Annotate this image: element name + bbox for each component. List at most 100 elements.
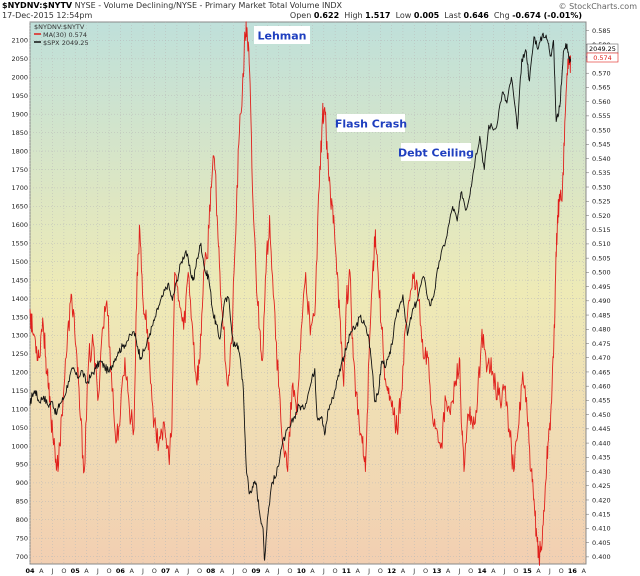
series-lines bbox=[29, 21, 572, 566]
right-tick-label: 0.545 bbox=[592, 141, 611, 149]
right-tick-label: 0.555 bbox=[592, 112, 611, 120]
x-tick-label: A bbox=[129, 567, 134, 575]
x-tick-label: J bbox=[367, 567, 370, 575]
x-tick-label: O bbox=[107, 567, 112, 575]
left-tick-label: 1400 bbox=[11, 295, 28, 303]
legend-spx: $SPX 2049.25 bbox=[43, 39, 89, 47]
price-label-spx-text: 2049.25 bbox=[589, 45, 616, 53]
right-tick-label: 0.400 bbox=[592, 553, 611, 561]
x-tick-label: A bbox=[582, 567, 587, 575]
right-tick-label: 0.480 bbox=[592, 326, 611, 334]
x-tick-label: 14 bbox=[478, 567, 488, 575]
x-tick-label: O bbox=[468, 567, 473, 575]
right-tick-label: 0.410 bbox=[592, 525, 611, 533]
legend: $NYDNV:$NYTV MA(30) 0.574 $SPX 2049.25 bbox=[34, 23, 89, 47]
right-tick-label: 0.455 bbox=[592, 397, 611, 405]
left-tick-label: 700 bbox=[16, 553, 28, 561]
x-tick-label: J bbox=[186, 567, 189, 575]
x-tick-label: O bbox=[333, 567, 338, 575]
x-tick-label: 08 bbox=[206, 567, 216, 575]
x-tick-label: 07 bbox=[161, 567, 170, 575]
right-tick-label: 0.495 bbox=[592, 283, 611, 291]
annotation-lehman: Lehman bbox=[254, 26, 310, 44]
price-label-ma: 0.574 bbox=[586, 52, 619, 63]
left-tick-label: 1600 bbox=[11, 221, 28, 229]
right-tick-label: 0.560 bbox=[592, 98, 611, 106]
x-tick-label: J bbox=[231, 567, 234, 575]
x-tick-label: J bbox=[457, 567, 460, 575]
price-label-ma-text: 0.574 bbox=[593, 54, 612, 62]
right-tick-label: 0.485 bbox=[592, 311, 611, 319]
right-tick-label: 0.475 bbox=[592, 340, 611, 348]
x-tick-label: J bbox=[96, 567, 99, 575]
left-tick-label: 1650 bbox=[11, 203, 28, 211]
x-tick-label: O bbox=[559, 567, 564, 575]
x-axis: 04 A J O 05 A J O 06 A J O 07 A J O 08 A J O 09 A J O 10 A J O 11 A J O… bbox=[25, 567, 586, 575]
right-tick-label: 0.530 bbox=[592, 183, 611, 191]
chart-header-line1: $NYDNV:$NYTV NYSE - Volume Declining/NYS… bbox=[2, 1, 342, 10]
right-tick-label: 0.525 bbox=[592, 198, 611, 206]
left-tick-label: 1550 bbox=[11, 240, 28, 248]
x-tick-label: J bbox=[503, 567, 506, 575]
right-tick-label: 0.460 bbox=[592, 382, 611, 390]
x-tick-label: A bbox=[355, 567, 360, 575]
right-tick-label: 0.585 bbox=[592, 27, 611, 35]
gridlines bbox=[29, 22, 586, 564]
left-axis: 700 750 800 850 900 950 1000 1050 1100 1150 1200 12… bbox=[11, 37, 28, 561]
x-tick-label: 16 bbox=[568, 567, 578, 575]
right-tick-label: 0.535 bbox=[592, 169, 611, 177]
x-tick-label: 06 bbox=[116, 567, 126, 575]
price-label-ma-box bbox=[586, 52, 619, 63]
x-tick-label: 12 bbox=[387, 567, 396, 575]
x-tick-label: A bbox=[265, 567, 270, 575]
x-tick-label: O bbox=[423, 567, 428, 575]
x-tick-label: J bbox=[51, 567, 54, 575]
right-tick-label: 0.415 bbox=[592, 511, 611, 519]
right-tick-label: 0.445 bbox=[592, 425, 611, 433]
annotation-debt-ceiling-box bbox=[401, 143, 471, 161]
x-tick-label: O bbox=[378, 567, 383, 575]
x-tick-label: O bbox=[61, 567, 66, 575]
series-ma30 bbox=[29, 21, 572, 566]
right-tick-label: 0.450 bbox=[592, 411, 611, 419]
right-tick-label: 0.435 bbox=[592, 454, 611, 462]
annotation-debt-ceiling: Debt Ceiling bbox=[398, 143, 474, 161]
symbol-description: NYSE - Volume Declining/NYSE - Primary M… bbox=[74, 1, 342, 10]
right-tick-label: 0.405 bbox=[592, 539, 611, 547]
right-tick-label: 0.505 bbox=[592, 254, 611, 262]
left-tick-label: 1350 bbox=[11, 313, 28, 321]
price-stats: Open 0.622 High 1.517 Low 0.005 Last 0.6… bbox=[289, 11, 582, 20]
x-tick-label: A bbox=[491, 567, 496, 575]
left-tick-label: 1300 bbox=[11, 332, 28, 340]
right-tick-label: 0.490 bbox=[592, 297, 611, 305]
x-tick-label: A bbox=[536, 567, 541, 575]
x-tick-label: 13 bbox=[432, 567, 441, 575]
left-tick-label: 1750 bbox=[11, 166, 28, 174]
right-tick-label: 0.420 bbox=[592, 496, 611, 504]
left-tick-label: 800 bbox=[16, 516, 28, 524]
left-tick-label: 1200 bbox=[11, 369, 28, 377]
right-axis: 0.400 0.405 0.410 0.415 0.420 0.425 0.430 0.435… bbox=[586, 27, 611, 561]
left-tick-label: 1500 bbox=[11, 258, 28, 266]
x-tick-label: J bbox=[141, 567, 144, 575]
annotation-flash-crash-box bbox=[337, 114, 405, 132]
right-tick-label: 0.465 bbox=[592, 368, 611, 376]
right-tick-label: 0.515 bbox=[592, 226, 611, 234]
left-tick-label: 1950 bbox=[11, 92, 28, 100]
right-tick-label: 0.540 bbox=[592, 155, 611, 163]
left-tick-label: 1700 bbox=[11, 184, 28, 192]
x-tick-label: A bbox=[401, 567, 406, 575]
x-tick-label: O bbox=[513, 567, 518, 575]
x-tick-label: J bbox=[412, 567, 415, 575]
right-tick-label: 0.565 bbox=[592, 84, 611, 92]
left-tick-label: 1100 bbox=[11, 405, 28, 413]
stockcharts-credit: © StockCharts.com bbox=[558, 2, 637, 11]
x-tick-label: 10 bbox=[297, 567, 307, 575]
left-tick-label: 1850 bbox=[11, 129, 28, 137]
left-tick-label: 850 bbox=[16, 498, 28, 506]
left-tick-label: 1900 bbox=[11, 110, 28, 118]
annotation-flash-crash-text: Flash Crash bbox=[335, 118, 407, 131]
right-tick-label: 0.520 bbox=[592, 212, 611, 220]
annotation-flash-crash: Flash Crash bbox=[335, 114, 407, 132]
x-tick-label: O bbox=[287, 567, 292, 575]
